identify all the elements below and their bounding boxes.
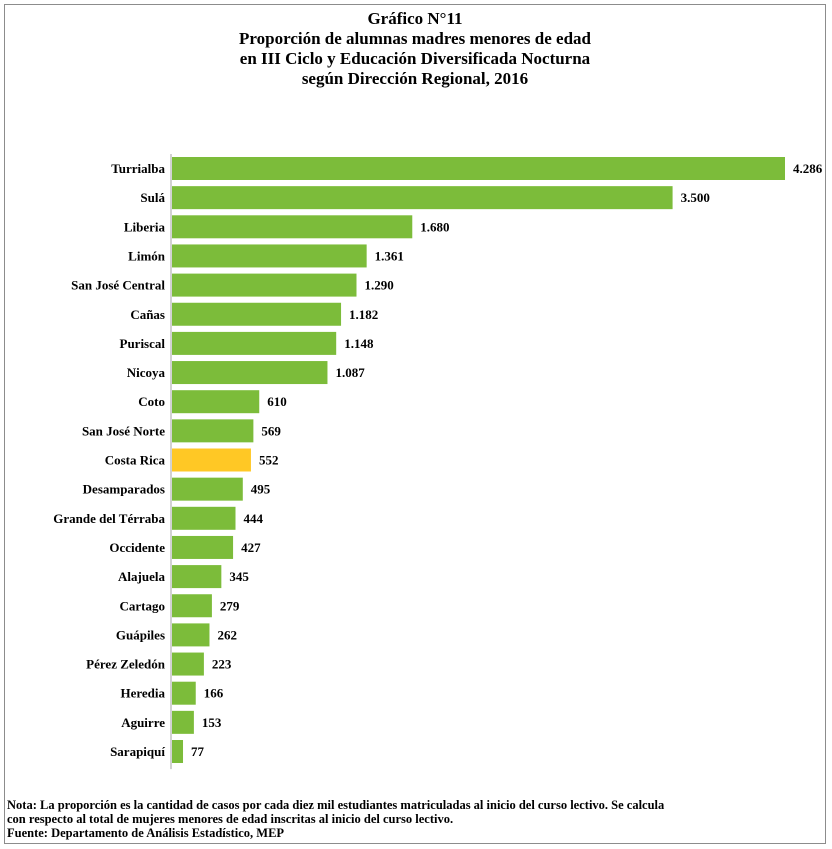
category-label: Aguirre	[121, 715, 165, 730]
chart-notes: Nota: La proporción es la cantidad de ca…	[7, 798, 822, 840]
category-label: Sulá	[140, 190, 165, 205]
bar	[172, 623, 210, 647]
category-label: Coto	[138, 394, 165, 409]
category-label: Puriscal	[120, 336, 166, 351]
bar	[172, 157, 785, 180]
data-label: 1.361	[375, 248, 404, 263]
category-label: San José Central	[71, 278, 165, 293]
category-label: Turrialba	[111, 161, 165, 176]
bar	[172, 186, 673, 210]
data-label: 1.680	[420, 219, 449, 234]
data-label: 444	[244, 511, 264, 526]
data-label: 569	[261, 423, 281, 438]
bar	[172, 535, 234, 559]
bar	[172, 419, 254, 443]
note-line-2: con respecto al total de mujeres menores…	[7, 812, 454, 826]
chart-title-line-4: según Dirección Regional, 2016	[301, 69, 529, 88]
chart-title: Gráfico N°11 Proporción de alumnas madre…	[5, 9, 825, 89]
category-label: Grande del Térraba	[53, 511, 165, 526]
data-label: 279	[220, 598, 240, 613]
bar-chart: Turrialba 4.286 Sulá 3.500 Liberia 1.680 Limón…	[53, 154, 823, 770]
bar	[172, 244, 367, 268]
bar	[172, 594, 212, 618]
bar	[172, 565, 222, 589]
bar	[172, 302, 342, 326]
data-label: 262	[217, 627, 237, 642]
chart-title-line-3: en III Ciclo y Educación Diversificada N…	[239, 49, 591, 68]
data-label: 552	[259, 453, 279, 468]
category-label: Guápiles	[116, 627, 165, 642]
category-label: Liberia	[124, 219, 166, 234]
data-label: 223	[212, 657, 232, 672]
bar	[172, 361, 328, 385]
bar	[172, 652, 204, 676]
category-label: Cartago	[120, 598, 166, 613]
bar	[172, 215, 413, 239]
category-label: Desamparados	[83, 482, 165, 497]
data-label: 166	[204, 686, 224, 701]
bar	[172, 681, 196, 705]
data-label: 1.290	[365, 278, 394, 293]
data-label: 1.087	[335, 365, 365, 380]
chart-title-line-1: Gráfico N°11	[367, 9, 463, 28]
category-label: San José Norte	[82, 423, 165, 438]
bar	[172, 331, 337, 355]
category-label: Cañas	[130, 307, 165, 322]
data-label: 4.286	[793, 161, 823, 176]
category-label: Alajuela	[118, 569, 165, 584]
category-label: Occidente	[109, 540, 165, 555]
note-line-1: Nota: La proporción es la cantidad de ca…	[7, 798, 665, 812]
source-line: Fuente: Departamento de Análisis Estadís…	[7, 826, 285, 840]
data-label: 153	[202, 715, 222, 730]
bar-highlight	[172, 448, 251, 472]
data-label: 610	[267, 394, 287, 409]
category-label: Pérez Zeledón	[86, 657, 166, 672]
data-label: 1.148	[344, 336, 374, 351]
data-label: 1.182	[349, 307, 378, 322]
data-label: 495	[251, 482, 271, 497]
bar	[172, 740, 184, 763]
data-label: 77	[191, 744, 205, 759]
bar	[172, 477, 243, 501]
category-label: Nicoya	[127, 365, 166, 380]
bar	[172, 390, 260, 414]
chart-frame: Gráfico N°11 Proporción de alumnas madre…	[4, 4, 826, 844]
category-label: Costa Rica	[105, 453, 166, 468]
bar	[172, 710, 194, 734]
data-label: 427	[241, 540, 261, 555]
category-label: Limón	[128, 248, 166, 263]
category-label: Heredia	[120, 686, 165, 701]
data-label: 345	[229, 569, 249, 584]
bar	[172, 506, 236, 530]
data-label: 3.500	[681, 190, 710, 205]
bar	[172, 273, 357, 297]
chart-title-line-2: Proporción de alumnas madres menores de …	[239, 29, 591, 48]
category-label: Sarapiquí	[110, 744, 165, 759]
